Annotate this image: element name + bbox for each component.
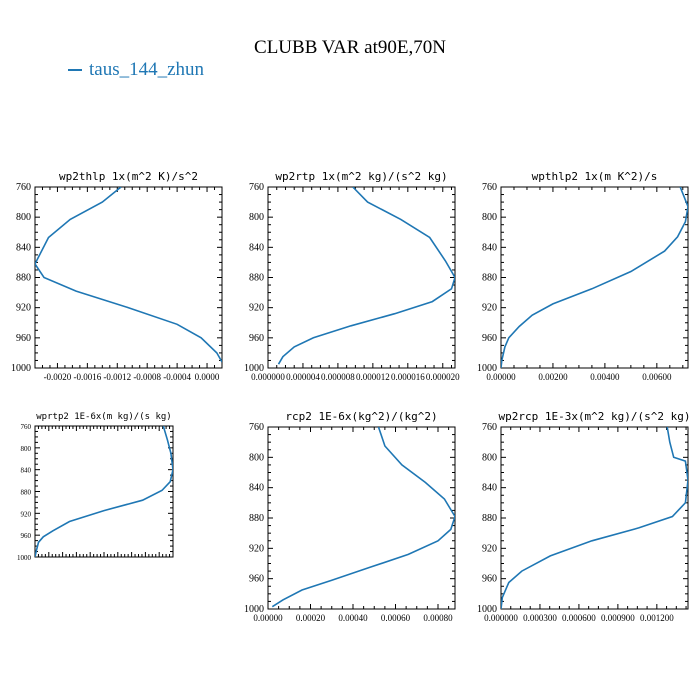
legend: taus_144_zhun xyxy=(68,59,204,81)
x-tick-label: 0.00080 xyxy=(423,613,453,623)
y-tick-label: 760 xyxy=(21,423,32,431)
axes-frame xyxy=(34,186,223,369)
y-tick-label: 920 xyxy=(21,510,32,518)
series-line xyxy=(277,187,455,365)
subplot-title: wp2rcp 1E-3x(m^2 kg)/(s^2 kg) xyxy=(498,410,690,423)
y-tick-label: 920 xyxy=(249,303,264,314)
y-tick-label: 960 xyxy=(21,532,32,540)
x-tick-label: 0.00020 xyxy=(296,613,326,623)
y-tick-label: 880 xyxy=(249,273,264,284)
x-tick-label: 0.000020 xyxy=(426,372,460,382)
x-tick-label: 0.000300 xyxy=(523,613,557,623)
y-tick-label: 880 xyxy=(249,513,264,524)
series-line xyxy=(35,187,222,363)
series-line xyxy=(501,187,688,368)
y-tick-label: 800 xyxy=(21,445,32,453)
x-tick-label: 0.00060 xyxy=(381,613,411,623)
x-tick-label: 0.00200 xyxy=(538,372,568,382)
subplot-3: wpthlp2 1x(m K^2)/s 760 800 840 880 920 960 100… xyxy=(477,170,689,382)
y-tick-label: 920 xyxy=(482,303,497,314)
x-tick-label: -0.0016 xyxy=(73,372,101,382)
subplot-2: wp2rtp 1x(m^2 kg)/(s^2 kg) 760 800 840 880 92… xyxy=(244,170,460,382)
axes-frame xyxy=(500,426,689,610)
legend-label: taus_144_zhun xyxy=(89,59,205,80)
subplot-title: wp2thlp 1x(m^2 K)/s^2 xyxy=(59,170,198,183)
y-tick-label: 800 xyxy=(249,452,264,463)
y-tick-label: 880 xyxy=(21,489,32,497)
subplot-4: wprtp2 1E-6x(m kg)/(s kg) 760 800 840 880 920… xyxy=(17,412,174,562)
x-tick-label: 0.000012 xyxy=(356,372,390,382)
y-tick-label: 840 xyxy=(16,242,31,253)
y-tick-label: 800 xyxy=(16,212,31,223)
y-tick-label: 840 xyxy=(482,242,497,253)
y-tick-label: 840 xyxy=(249,242,264,253)
x-tick-label: 0.00600 xyxy=(642,372,672,382)
y-tick-label: 760 xyxy=(482,422,497,433)
y-tick-label: 1000 xyxy=(11,363,31,374)
y-tick-label: 760 xyxy=(249,182,264,193)
x-tick-label: 0.0000 xyxy=(195,372,220,382)
subplot-6: wp2rcp 1E-3x(m^2 kg)/(s^2 kg)760 800 840 88… xyxy=(477,410,691,623)
axes-frame xyxy=(500,186,689,369)
x-tick-label: -0.0008 xyxy=(133,372,161,382)
axes-frame xyxy=(267,186,456,369)
y-tick-label: 880 xyxy=(482,513,497,524)
y-tick-label: 800 xyxy=(482,452,497,463)
x-tick-label: 0.000000 xyxy=(251,372,285,382)
x-tick-label: 0.00040 xyxy=(338,613,368,623)
x-tick-label: 0.00400 xyxy=(590,372,620,382)
series-line xyxy=(35,426,173,557)
y-tick-label: 1000 xyxy=(244,604,264,615)
y-tick-label: 960 xyxy=(249,333,264,344)
subplot-5: rcp2 1E-6x(kg^2)/(kg^2) 760 800 840 880 920 96… xyxy=(244,410,456,623)
x-tick-label: -0.0020 xyxy=(44,372,72,382)
y-tick-label: 960 xyxy=(482,574,497,585)
y-tick-label: 760 xyxy=(249,422,264,433)
subplot-title: wp2rtp 1x(m^2 kg)/(s^2 kg) xyxy=(275,170,447,183)
x-tick-label: -0.0004 xyxy=(163,372,191,382)
x-tick-label: 0.000600 xyxy=(562,613,596,623)
subplot-title: rcp2 1E-6x(kg^2)/(kg^2) xyxy=(285,410,437,423)
x-tick-label: 0.001200 xyxy=(640,613,674,623)
y-tick-label: 960 xyxy=(16,333,31,344)
y-tick-label: 760 xyxy=(16,182,31,193)
y-tick-label: 920 xyxy=(249,543,264,554)
x-tick-label: 0.000016 xyxy=(391,372,425,382)
x-tick-label: 0.00000 xyxy=(253,613,283,623)
y-tick-label: 1000 xyxy=(244,363,264,374)
y-tick-label: 920 xyxy=(16,303,31,314)
figure-title: CLUBB VAR at90E,70N xyxy=(254,37,446,58)
y-tick-label: 800 xyxy=(482,212,497,223)
subplot-title: wpthlp2 1x(m K^2)/s xyxy=(532,170,658,183)
x-tick-label: 0.00000 xyxy=(486,372,516,382)
y-tick-label: 800 xyxy=(249,212,264,223)
y-tick-label: 960 xyxy=(249,574,264,585)
x-tick-label: 0.000004 xyxy=(286,372,320,382)
legend-line-swatch xyxy=(68,69,82,71)
y-tick-label: 1000 xyxy=(17,554,32,562)
y-tick-label: 760 xyxy=(482,182,497,193)
axes-frame xyxy=(34,425,174,558)
y-tick-label: 840 xyxy=(21,467,32,475)
series-line xyxy=(501,427,688,609)
y-tick-label: 880 xyxy=(482,273,497,284)
y-tick-label: 920 xyxy=(482,543,497,554)
y-tick-label: 960 xyxy=(482,333,497,344)
y-tick-label: 840 xyxy=(482,483,497,494)
x-tick-label: 0.000000 xyxy=(484,613,518,623)
subplot-1: wp2thlp 1x(m^2 K)/s^2 760 800 840 880 920 960 1… xyxy=(11,170,223,382)
x-tick-label: 0.000900 xyxy=(601,613,635,623)
y-tick-label: 1000 xyxy=(477,604,497,615)
y-tick-label: 1000 xyxy=(477,363,497,374)
x-tick-label: 0.000008 xyxy=(321,372,355,382)
x-tick-label: -0.0012 xyxy=(103,372,131,382)
subplot-title: wprtp2 1E-6x(m kg)/(s kg) xyxy=(36,412,171,422)
y-tick-label: 880 xyxy=(16,273,31,284)
y-tick-label: 840 xyxy=(249,483,264,494)
axes-frame xyxy=(267,426,456,610)
series-line xyxy=(271,427,455,608)
